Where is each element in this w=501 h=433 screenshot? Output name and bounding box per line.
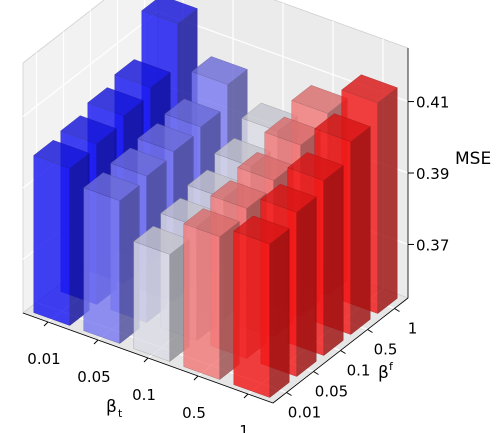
bar-face-top [191,56,248,85]
y-tick-label: 0.5 [374,341,398,359]
x-tick-label: 1 [239,422,249,433]
bar-face-top [341,74,398,104]
bar-0.5-0.01 [183,208,240,381]
x-axis-label: β [106,397,117,417]
y-tick [340,350,346,354]
bar-0.05-0.01 [83,172,140,345]
x-tick [193,375,199,381]
y-tick-label: 0.01 [288,404,321,422]
bar-face-top [141,0,198,24]
x-tick-label: 0.5 [182,404,206,422]
x-tick-label: 0.1 [132,386,156,404]
bar-face-top [114,59,171,88]
y-axis-title: β f [378,360,394,383]
bar-face-side [323,164,344,357]
y-tick [286,392,292,396]
y-tick-label: 0.05 [315,383,348,401]
x-axis-line [22,312,274,404]
z-axis-label: MSE [455,149,491,169]
y-tick [313,371,319,375]
bar-face-front [183,223,221,380]
axis-ticks: 0.010.050.10.510.010.050.10.510.370.390.… [22,48,449,433]
bar-face-side [377,87,398,315]
bar-face-top [164,98,221,128]
bar-face-top [137,123,194,152]
bar-0.01-0.01 [33,140,90,327]
bar-face-top [110,147,167,177]
bar-face-front [133,241,171,362]
bar-face-top [287,152,344,181]
bar-face-front [33,155,71,326]
bar-face-top [233,215,290,245]
y-tick-label: 0.1 [347,362,371,380]
bar-face-top [87,87,144,116]
x-tick [93,339,99,345]
bar-face-top [183,208,240,237]
x-tick-label: 0.05 [77,368,110,386]
bar-face-side [350,126,371,336]
bar-face-top [83,172,140,201]
y-axis-label: β [378,363,389,383]
y-axis-line [272,297,409,404]
bar-face-side [296,196,317,378]
x-axis-title: β t [106,397,123,420]
x-tick-label: 0.01 [27,350,60,368]
y-tick [367,329,373,333]
x-tick [43,321,49,327]
y-tick-label: 1 [408,320,418,338]
bar-face-top [314,113,371,142]
y-axis-label-sub: f [389,360,394,373]
z-tick-label: 0.39 [416,165,449,183]
x-axis-label-sub: t [118,407,123,420]
x-tick [143,357,149,363]
z-tick-label: 0.41 [416,94,449,112]
z-tick-label: 0.37 [416,236,449,254]
bar-face-front [83,187,121,344]
bar-0.1-0.01 [133,226,190,363]
bar-face-top [33,140,90,169]
x-tick [243,393,249,399]
bar-1-0.01 [233,215,290,399]
bar-face-top [260,183,317,213]
bar-face-front [233,230,271,398]
bar-face-side [269,228,290,399]
bars [33,0,398,399]
bar-face-top [210,180,267,209]
bar-face-top [60,115,117,145]
y-tick [394,308,400,312]
